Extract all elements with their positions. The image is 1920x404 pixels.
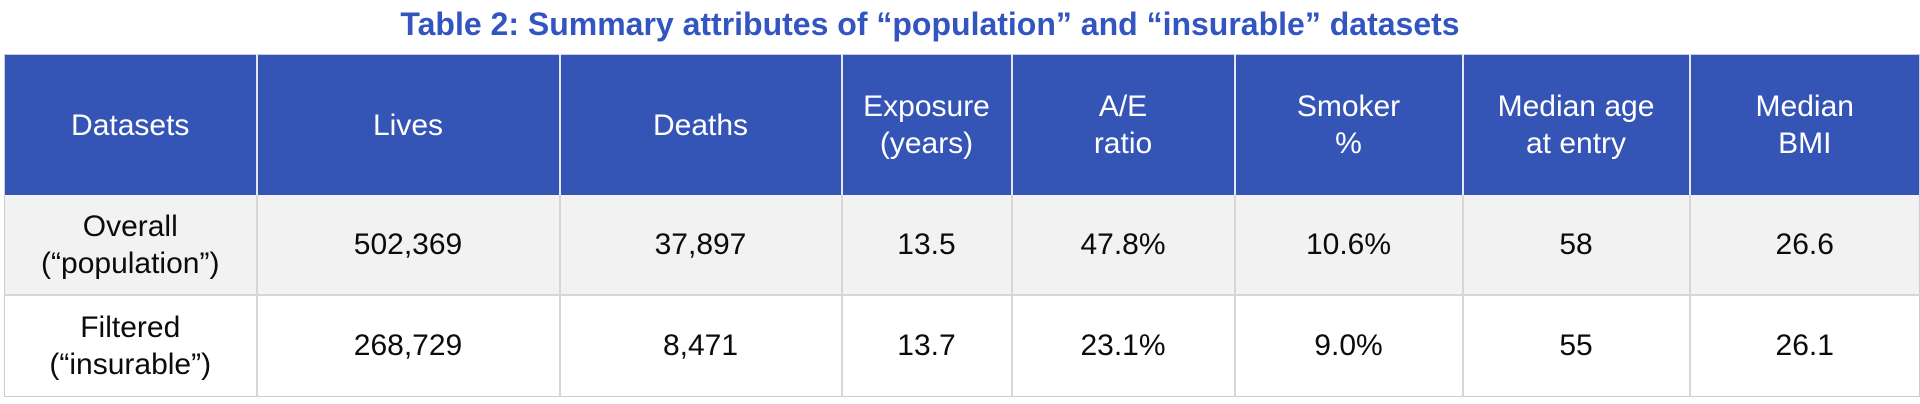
- row-label-line: (“population”): [41, 246, 220, 280]
- header-cell-median-age-at-entry: Median age at entry: [1462, 54, 1691, 195]
- header-cell-deaths: Deaths: [559, 54, 843, 195]
- data-cell-overall-population-median-age-at-entry: 58: [1462, 195, 1691, 296]
- page-title: Table 2: Summary attributes of “populati…: [400, 6, 1460, 42]
- header-cell-median-bmi: Median BMI: [1689, 54, 1920, 195]
- row-label-filtered-insurable: Filtered (“insurable”): [4, 295, 258, 396]
- data-cell-filtered-insurable-ae-ratio: 23.1%: [1011, 295, 1236, 396]
- data-cell-overall-population-median-bmi: 26.6: [1689, 195, 1920, 296]
- data-cell-overall-population-deaths: 37,897: [559, 195, 843, 296]
- row-label-line: Filtered: [80, 310, 181, 344]
- data-cell-filtered-insurable-median-age-at-entry: 55: [1462, 295, 1691, 396]
- data-cell-filtered-insurable-deaths: 8,471: [559, 295, 843, 396]
- header-label-line: Datasets: [71, 108, 190, 142]
- data-cell-overall-population-exposure-years: 13.5: [841, 195, 1013, 296]
- table-row-overall-population: Overall (“population”) 502,369 37,897 13.5 47…: [4, 195, 1920, 296]
- data-cell-filtered-insurable-lives: 268,729: [256, 295, 561, 396]
- header-cell-smoker-pct: Smoker%: [1234, 54, 1464, 195]
- data-cell-overall-population-smoker-pct: 10.6%: [1234, 195, 1464, 296]
- header-label-line: ratio: [1093, 127, 1153, 160]
- header-label-line: BMI: [1778, 127, 1832, 160]
- header-label-line: (years): [879, 127, 974, 160]
- header-cell-lives: Lives: [256, 54, 561, 195]
- header-label-line: Lives: [372, 108, 444, 142]
- header-label-line: Deaths: [652, 108, 749, 142]
- header-row: Datasets Lives Deaths Exposure (years) A/E rat…: [4, 54, 1920, 195]
- data-cell-overall-population-ae-ratio: 47.8%: [1011, 195, 1236, 296]
- row-label-line: Overall: [82, 209, 178, 243]
- header-cell-ae-ratio: A/E ratio: [1011, 54, 1236, 195]
- header-label-line: at entry: [1525, 127, 1627, 160]
- header-label-line: Exposure: [863, 90, 990, 123]
- data-cell-filtered-insurable-median-bmi: 26.1: [1775, 329, 1834, 363]
- header-label-line: A/E: [1098, 90, 1148, 123]
- data-cell-filtered-insurable-smoker-pct: 9.0%: [1234, 295, 1464, 396]
- header-cell-datasets: Datasets: [4, 54, 258, 195]
- data-cell-filtered-insurable-exposure-years: 13.7: [841, 295, 1013, 396]
- row-label-overall-population: Overall (“population”): [4, 195, 258, 296]
- data-cell-overall-population-lives: 502,369: [256, 195, 561, 296]
- header-label-line: Median age: [1497, 90, 1655, 123]
- summary-table: Datasets Lives Deaths Exposure (years) A/E rat…: [4, 54, 1920, 397]
- header-label-line: Smoker: [1296, 90, 1401, 123]
- header-label-line: Median: [1755, 90, 1854, 123]
- row-label-line: (“insurable”): [49, 347, 212, 381]
- header-cell-exposure-years: Exposure (years): [841, 54, 1013, 195]
- header-label-line: %: [1335, 127, 1362, 160]
- table-row-filtered-insurable: Filtered (“insurable”) 268,729 8,471 13.7 23.…: [4, 295, 1920, 396]
